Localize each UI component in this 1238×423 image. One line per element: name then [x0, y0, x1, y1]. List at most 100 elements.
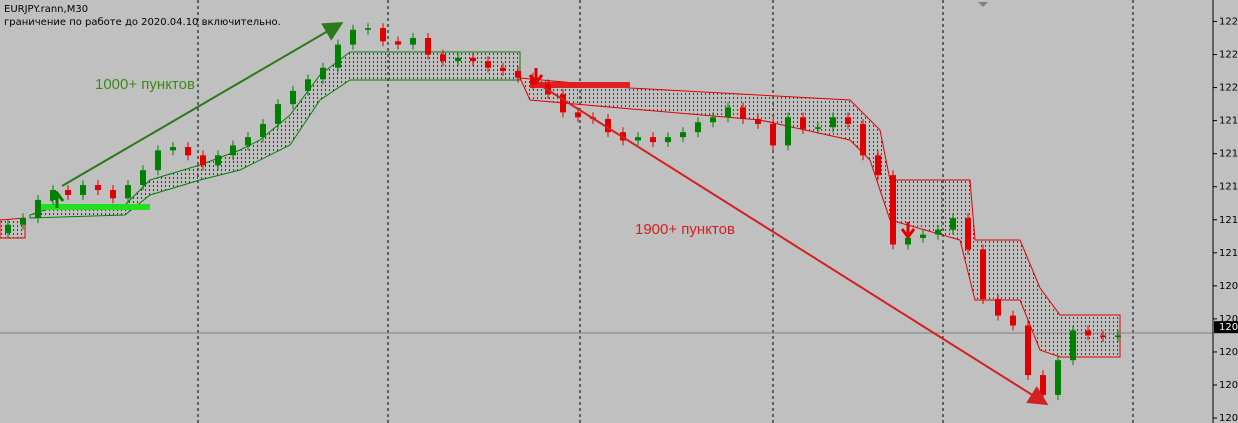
candle-body: [815, 127, 821, 129]
green-signal-bar: [40, 204, 150, 210]
candle-body: [170, 147, 176, 151]
candle-body: [245, 137, 251, 146]
candle-body: [890, 175, 896, 245]
y-tick-label: 121: [1219, 182, 1238, 193]
candle-body: [320, 67, 326, 80]
annotation: 1000+ пунктов: [95, 76, 195, 93]
candle-body: [200, 155, 206, 166]
candle-body: [410, 38, 416, 45]
candle-body: [80, 185, 86, 195]
candle-body: [575, 112, 581, 118]
candle-body: [395, 41, 401, 45]
candle-body: [1055, 360, 1061, 395]
trend-arrow-down: [539, 84, 1049, 406]
y-tick-label: 122: [1219, 50, 1238, 61]
candle-body: [785, 117, 791, 146]
candle-body: [275, 104, 281, 124]
candle-body: [365, 28, 371, 30]
candle-body: [1070, 330, 1076, 361]
candle-body: [140, 170, 146, 186]
candle-body: [350, 29, 356, 45]
candle-body: [845, 117, 851, 124]
candle-body: [65, 190, 71, 195]
last-price-box: [1214, 321, 1238, 334]
price-axis: [1213, 0, 1238, 423]
candles: [5, 23, 1121, 400]
red-band: [519, 77, 1121, 358]
candle-body: [830, 117, 836, 128]
candle-body: [1040, 375, 1046, 395]
notice: граничение по работе до 2020.04.10 включ…: [4, 17, 281, 28]
candle-body: [800, 117, 806, 129]
candle-body: [770, 123, 776, 146]
candle-body: [440, 54, 446, 62]
y-tick-label: 120: [1219, 413, 1238, 423]
candle-body: [185, 147, 191, 156]
candle-body: [335, 44, 341, 68]
candle-body: [470, 57, 476, 62]
candle-body: [635, 137, 641, 141]
symbol: EURJPY.rann,M30: [4, 4, 88, 15]
candle-body: [50, 190, 56, 200]
red-band-left: [0, 217, 26, 239]
candle-body: [1115, 335, 1121, 338]
candle-body: [650, 137, 656, 143]
candle-body: [425, 38, 431, 55]
candle-body: [755, 118, 761, 124]
candle-body: [215, 155, 221, 166]
sell-arrow: [528, 68, 544, 86]
candle-body: [125, 185, 131, 199]
candle-body: [725, 107, 731, 118]
candle-body: [500, 67, 506, 72]
y-tick-label: 121: [1219, 248, 1238, 259]
candle-body: [1025, 325, 1031, 376]
y-tick-label: 120: [1219, 281, 1238, 292]
candle-body: [710, 117, 716, 123]
candle-body: [980, 249, 986, 300]
trend-arrow-up: [61, 21, 344, 187]
candle-body: [740, 107, 746, 119]
y-tick-label: 122: [1219, 83, 1238, 94]
candle-body: [920, 234, 926, 238]
last-price-label: 120: [1219, 322, 1238, 333]
candle-body: [380, 28, 386, 42]
marker: [978, 2, 988, 7]
candle-body: [875, 155, 881, 176]
candle-body: [605, 118, 611, 133]
candle-body: [230, 145, 236, 156]
y-tick-label: 122: [1219, 16, 1238, 27]
candle-body: [155, 150, 161, 171]
y-tick-label: 121: [1219, 215, 1238, 226]
red-signal-bar: [530, 82, 630, 88]
candle-body: [1010, 315, 1016, 326]
candle-body: [860, 123, 866, 156]
candle-body: [1100, 335, 1106, 338]
candle-body: [95, 185, 101, 191]
y-tick-label: 121: [1219, 116, 1238, 127]
candle-body: [515, 71, 521, 78]
candle-body: [455, 57, 461, 62]
candle-body: [935, 229, 941, 235]
candle-body: [260, 123, 266, 138]
annotation: 1900+ пунктов: [635, 221, 735, 238]
candle-body: [995, 299, 1001, 316]
candle-body: [305, 79, 311, 91]
candle-body: [965, 218, 971, 250]
y-tick-label: 120: [1219, 347, 1238, 358]
candle-body: [950, 218, 956, 230]
candle-body: [560, 94, 566, 113]
candle-body: [680, 132, 686, 138]
candle-body: [20, 218, 26, 225]
y-tick-label: 120: [1219, 314, 1238, 325]
candle-body: [290, 90, 296, 105]
green-band: [29, 51, 521, 219]
candle-body: [1085, 330, 1091, 336]
candle-body: [905, 237, 911, 245]
sell-arrow: [900, 222, 916, 240]
y-tick-label: 121: [1219, 149, 1238, 160]
candle-body: [695, 122, 701, 133]
candle-body: [485, 61, 491, 68]
